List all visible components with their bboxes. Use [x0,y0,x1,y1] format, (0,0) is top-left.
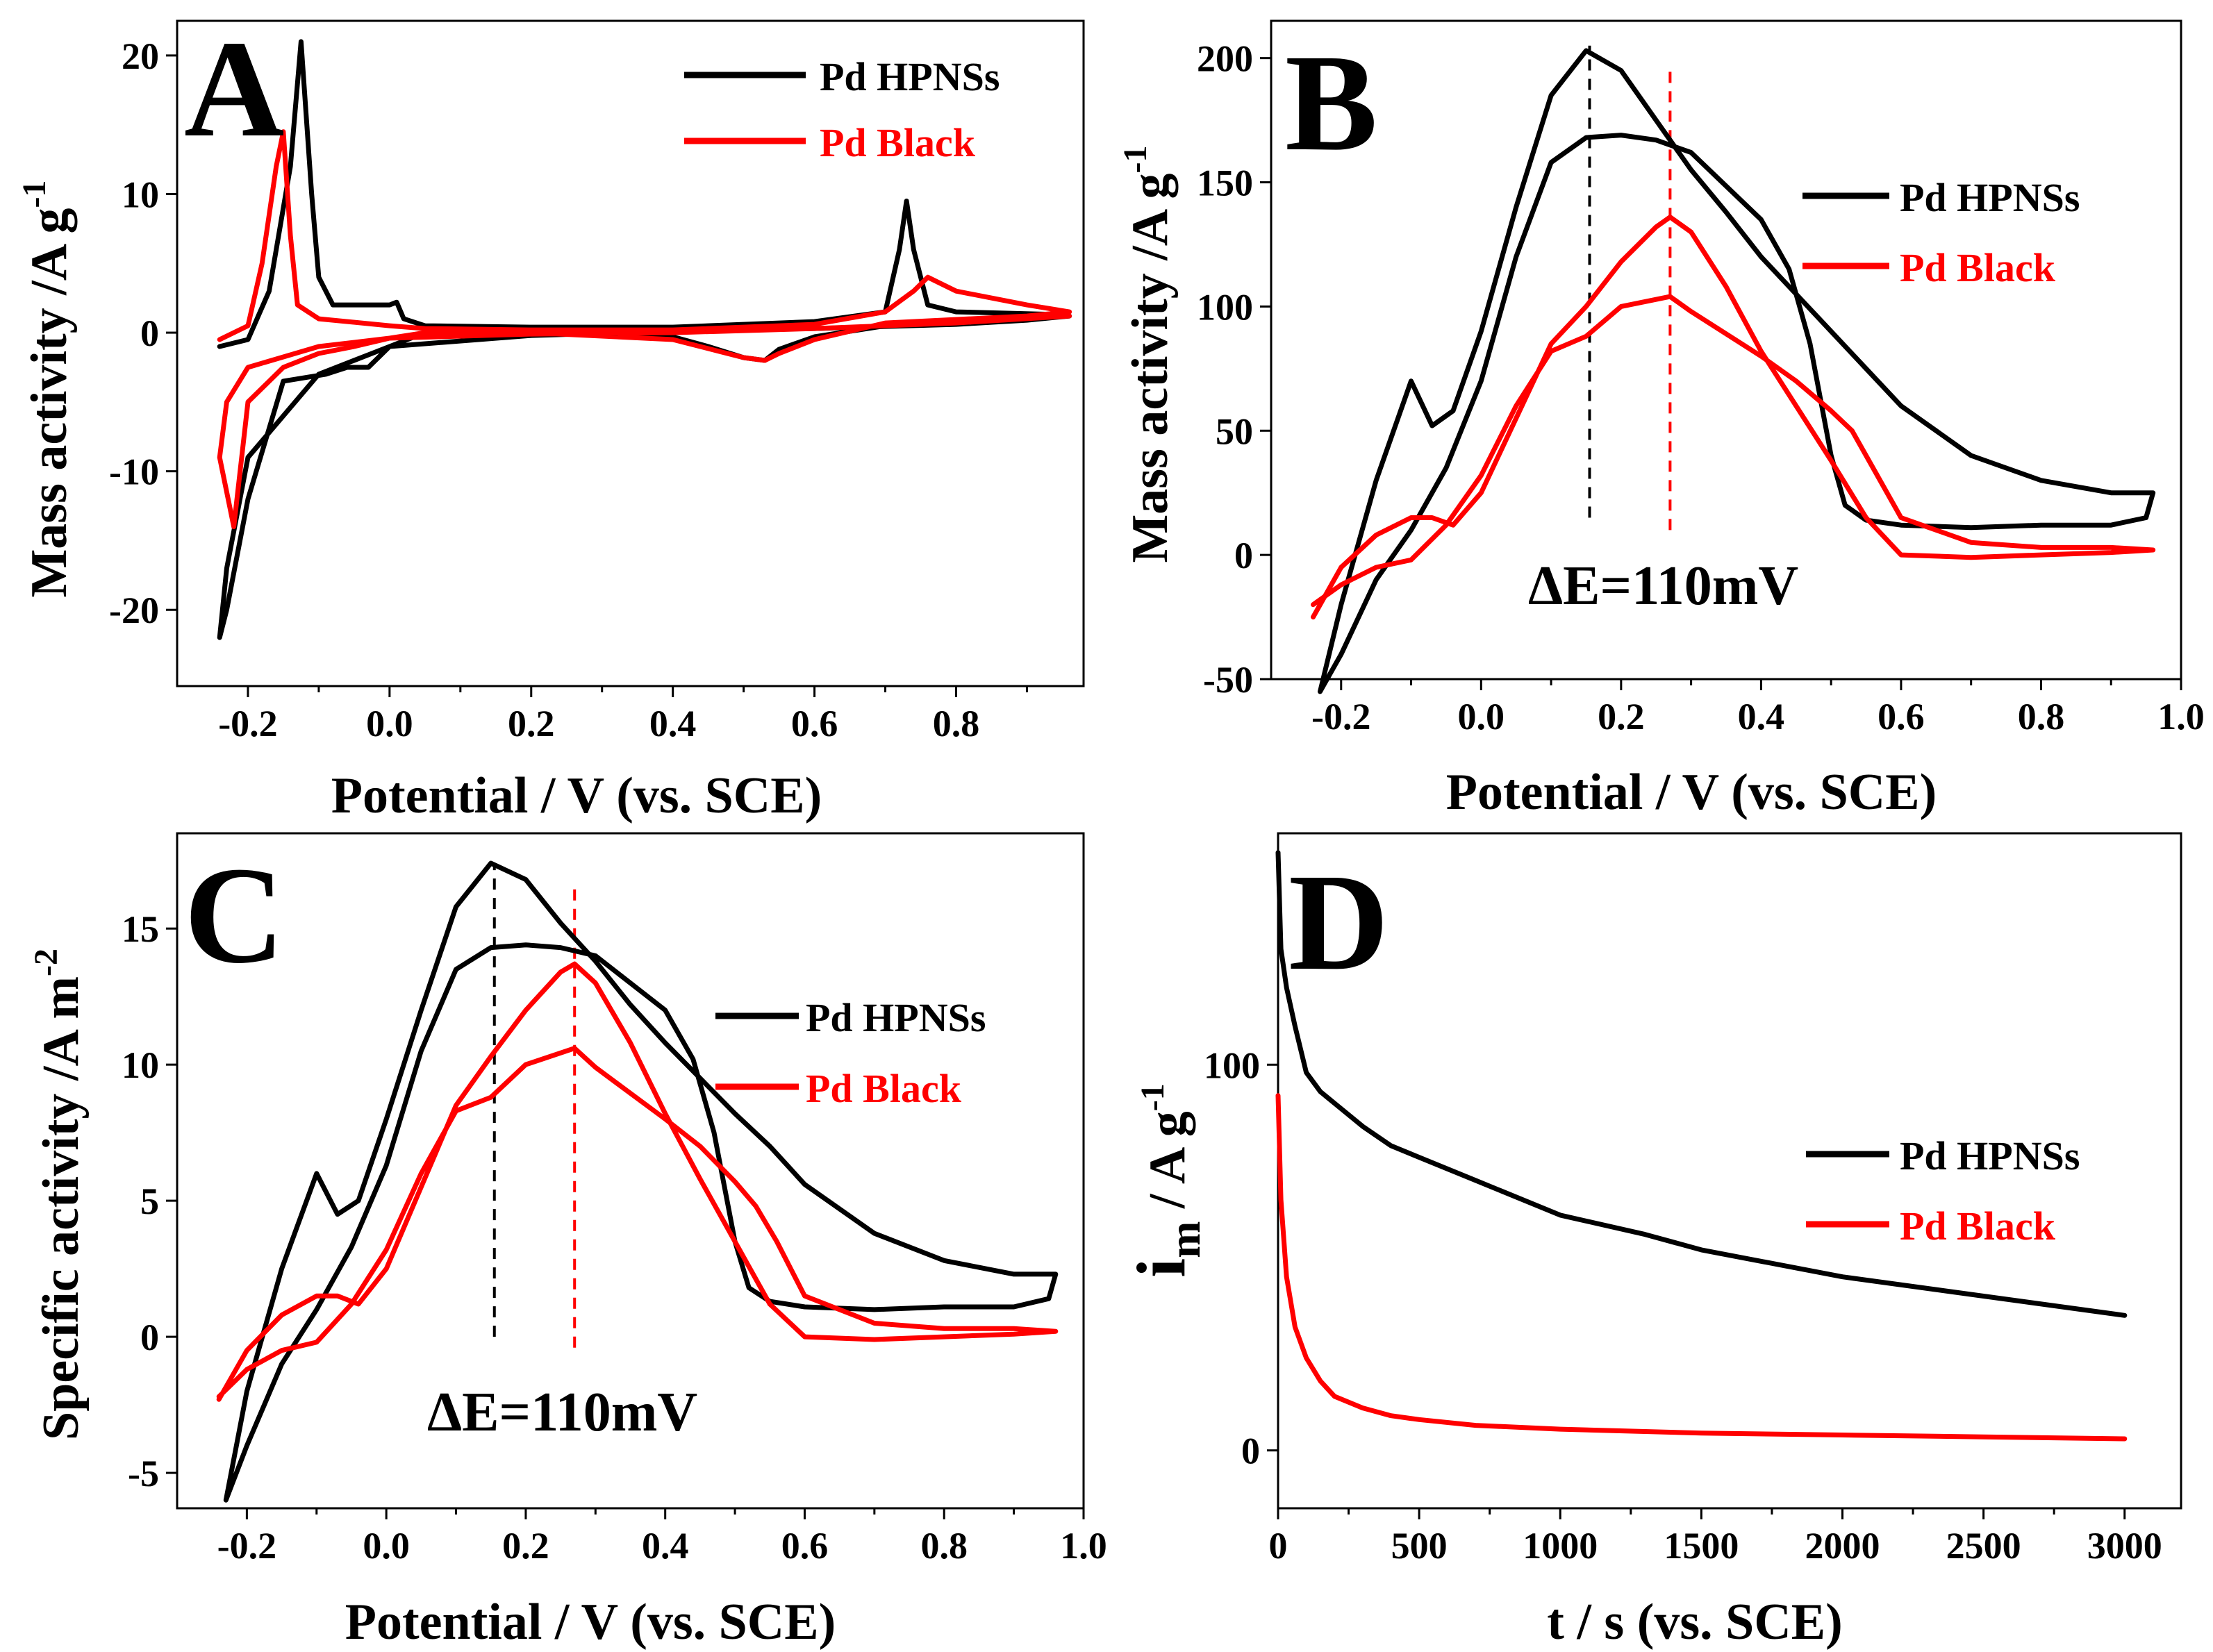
x-tick-label: -0.2 [217,1525,276,1567]
panel-c-xlabel: Potential / V (vs. SCE) [345,1594,836,1651]
series-line-pd-black [1275,1093,2128,1442]
panel-c-annotation: ΔE=110mV [427,1382,697,1443]
series-line-pd-hpnss [223,860,1059,1503]
series-line-pd-hpnss [1275,850,2128,1318]
y-tick-label: -20 [109,590,159,631]
y-tick-label: 0 [1234,535,1253,576]
x-tick-label: 0.0 [363,1525,410,1567]
x-tick-label: 0.2 [502,1525,549,1567]
y-tick-label: 10 [122,1044,159,1086]
panel-a-letter: A [184,12,284,166]
y-tick-label: 50 [1216,410,1253,452]
y-tick-label: 0 [140,312,159,354]
legend-label-black: Pd Black [1900,1203,2056,1249]
x-tick-label: -0.2 [1311,696,1370,737]
series-line-pd-hpnss [1318,48,2156,694]
x-tick-label: 1000 [1523,1525,1598,1567]
y-tick-label: 10 [122,174,159,215]
x-tick-label: 1.0 [1060,1525,1107,1567]
panel-b-ylabel: Mass activity /A g-1 [1117,145,1179,562]
y-tick-label: -10 [109,451,159,493]
x-tick-label: 0.4 [649,703,697,744]
panel-b-letter: B [1285,26,1377,180]
y-tick-label: 200 [1197,38,1253,80]
x-tick-label: 0.2 [508,703,555,744]
y-tick-label: 15 [122,908,159,950]
panel-a: -0.2 0.0 0.2 0.4 0.6 0.8 -20 -10 0 10 20 A Potenti… [16,12,1085,824]
x-tick-label: 0.4 [642,1525,689,1567]
panel-b-annotation: ΔE=110mV [1528,556,1798,617]
x-tick-label: 0.6 [791,703,838,744]
series-line-pd-black [216,961,1059,1402]
x-tick-label: -0.2 [218,703,277,744]
legend-label-hpns: Pd HPNSs [1900,1133,2080,1178]
panel-d: 0 500 1000 1500 2000 2500 3000 0 100 D t / s (vs… [1122,832,2182,1651]
panel-d-ylabel: im / A g-1 [1122,1083,1209,1277]
y-tick-label: 100 [1204,1044,1260,1086]
panel-a-xlabel: Potential / V (vs. SCE) [331,767,822,824]
x-tick-label: 0.8 [933,703,980,744]
legend-label-hpns: Pd HPNSs [806,995,986,1040]
x-tick-label: 0.8 [920,1525,968,1567]
x-tick-label: 1.0 [2157,696,2205,737]
x-tick-label: 0.6 [781,1525,829,1567]
x-tick-label: 0.8 [2018,696,2065,737]
panel-c: -0.2 0.0 0.2 0.4 0.6 0.8 1.0 -5 0 5 10 15 C Potenti… [28,832,1107,1651]
panel-a-ylabel: Mass activity /A g-1 [16,180,78,597]
series-line-pd-black [217,129,1072,529]
series-line-pd-hpnss [217,39,1072,640]
panel-b-xlabel: Potential / V (vs. SCE) [1446,764,1937,821]
plot-frame [176,832,1085,1510]
y-tick-label: 100 [1197,286,1253,328]
y-tick-label: 5 [140,1180,159,1222]
x-tick-label: 0.2 [1598,696,1645,737]
panel-c-ylabel: Specific activity /A m-2 [28,949,90,1440]
legend-label-black: Pd Black [806,1066,962,1111]
y-tick-label: 0 [1241,1430,1260,1472]
plot-frame [176,19,1085,687]
legend-label-hpns: Pd HPNSs [1900,175,2080,220]
x-tick-label: 0 [1269,1525,1288,1567]
panel-c-letter: C [184,839,284,992]
legend-label-black: Pd Black [1900,245,2056,290]
x-tick-label: 1500 [1664,1525,1739,1567]
x-tick-label: 500 [1391,1525,1448,1567]
panel-d-letter: D [1288,846,1389,999]
x-tick-label: 2000 [1805,1525,1880,1567]
y-tick-label: -50 [1203,659,1253,701]
series-line-pd-black [1311,215,2156,620]
x-tick-label: 0.0 [366,703,413,744]
legend-label-black: Pd Black [820,120,976,165]
legend-label-hpns: Pd HPNSs [820,54,1000,99]
y-tick-label: 150 [1197,162,1253,204]
x-tick-label: 2500 [1946,1525,2021,1567]
x-tick-label: 0.0 [1458,696,1505,737]
plot-frame [1270,19,2182,681]
x-tick-label: 0.6 [1878,696,1925,737]
y-tick-label: -5 [128,1453,159,1494]
y-tick-label: 20 [122,35,159,77]
panel-d-xlabel: t / s (vs. SCE) [1547,1594,1843,1651]
y-tick-label: 0 [140,1317,159,1358]
x-tick-label: 3000 [2087,1525,2162,1567]
x-tick-label: 0.4 [1738,696,1785,737]
